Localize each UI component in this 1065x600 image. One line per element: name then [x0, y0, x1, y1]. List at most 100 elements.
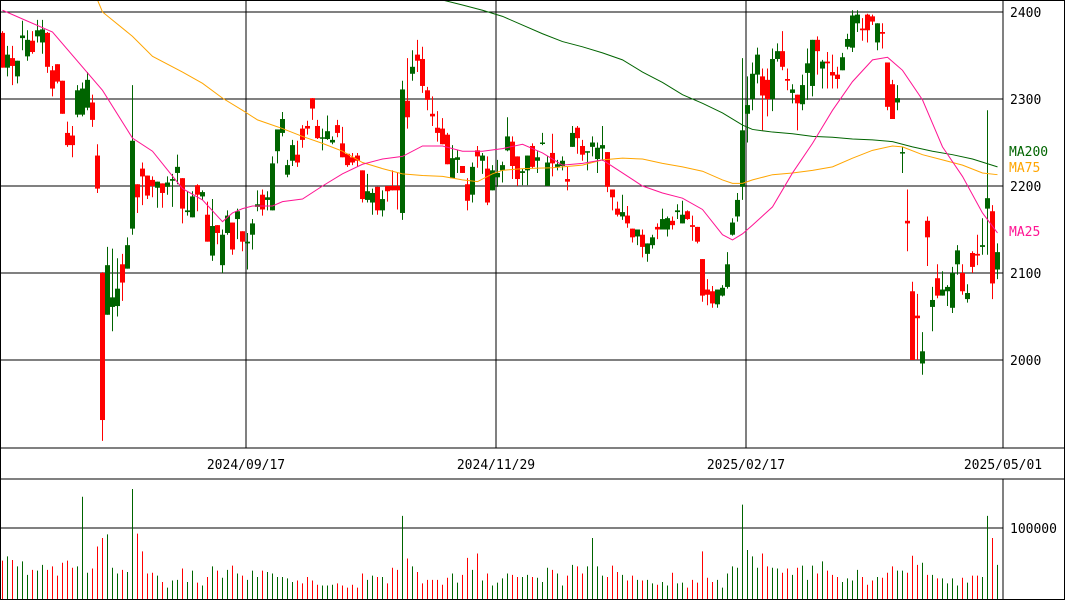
candle-body	[290, 145, 295, 161]
candle-body	[230, 222, 235, 250]
candle-body	[300, 128, 305, 140]
candle-body	[135, 184, 140, 198]
candle-body	[120, 264, 125, 283]
candle	[785, 68, 790, 91]
candle-body	[950, 273, 955, 308]
candle	[40, 19, 45, 54]
candle	[240, 231, 245, 252]
candle-body	[990, 211, 995, 284]
candlestick-series	[0, 10, 1000, 441]
volume-tick-label: 100000	[1010, 522, 1057, 537]
candle-body	[270, 163, 275, 211]
candle	[20, 20, 25, 51]
candle-body	[665, 218, 670, 230]
candle	[605, 152, 610, 193]
candle	[945, 285, 950, 307]
price-tick-label: 2000	[1010, 354, 1041, 369]
candle-body	[190, 196, 195, 218]
candle	[925, 216, 930, 267]
candle-body	[605, 152, 610, 187]
candle	[760, 68, 765, 131]
candle-body	[60, 80, 65, 114]
candle	[185, 191, 190, 216]
candle	[960, 264, 965, 295]
candle-body	[15, 60, 20, 77]
candle-body	[760, 76, 765, 96]
candle-body	[225, 215, 230, 233]
candle-body	[670, 220, 675, 226]
candle-body	[40, 29, 45, 43]
candle-body	[695, 226, 700, 242]
candle	[260, 189, 265, 216]
candle-body	[25, 39, 30, 57]
candle	[940, 271, 945, 296]
candle-body	[560, 160, 565, 166]
candle-body	[880, 32, 885, 34]
candle	[740, 58, 745, 200]
candle-body	[755, 54, 760, 75]
candle	[750, 62, 755, 111]
candle-body	[925, 220, 930, 238]
candle-body	[240, 231, 245, 242]
candle	[380, 190, 385, 217]
candle-body	[740, 130, 745, 187]
candle	[985, 110, 990, 255]
candle	[655, 223, 660, 240]
candle	[970, 251, 975, 273]
candle-body	[355, 155, 360, 161]
candle-body	[720, 287, 725, 296]
candle	[250, 219, 255, 250]
candle	[30, 31, 35, 54]
candle-body	[365, 191, 370, 200]
candle	[85, 72, 90, 111]
candle-body	[445, 134, 450, 165]
candle	[510, 136, 515, 180]
candle	[775, 43, 780, 62]
candle	[165, 176, 170, 195]
candle	[180, 178, 185, 224]
candle-body	[985, 198, 990, 209]
candle-body	[645, 243, 650, 254]
candle	[670, 216, 675, 230]
candle-body	[830, 72, 835, 76]
candle	[595, 142, 600, 173]
candle-body	[530, 145, 535, 167]
candle	[840, 52, 845, 71]
candle	[695, 226, 700, 244]
candle	[430, 96, 435, 126]
candle	[215, 225, 220, 245]
candle	[335, 119, 340, 138]
candle	[460, 165, 465, 173]
candle	[825, 52, 830, 89]
candle-body	[615, 208, 620, 215]
candle-body	[465, 184, 470, 201]
candle-body	[905, 220, 910, 224]
candle-body	[580, 145, 585, 155]
candle	[315, 119, 320, 140]
candle-body	[310, 98, 315, 109]
candle-body	[95, 155, 100, 189]
candle-body	[380, 199, 385, 211]
candle-body	[555, 164, 560, 167]
candle-body	[705, 289, 710, 295]
candle	[205, 201, 210, 242]
candle-body	[600, 145, 605, 149]
candle	[15, 60, 20, 84]
candle	[730, 218, 735, 236]
candle	[895, 85, 900, 111]
candle	[100, 272, 105, 441]
candle	[795, 94, 800, 131]
candle	[90, 94, 95, 127]
candle	[160, 183, 165, 208]
moving-average-lines	[2, 0, 998, 241]
candle-body	[305, 125, 310, 129]
candle-body	[275, 129, 280, 152]
legend-ma200: MA200	[1009, 145, 1048, 160]
candle-body	[490, 170, 495, 191]
ma75-line	[97, 0, 998, 184]
candle-body	[795, 94, 800, 104]
candle-body	[100, 273, 105, 421]
candle-body	[20, 35, 25, 39]
